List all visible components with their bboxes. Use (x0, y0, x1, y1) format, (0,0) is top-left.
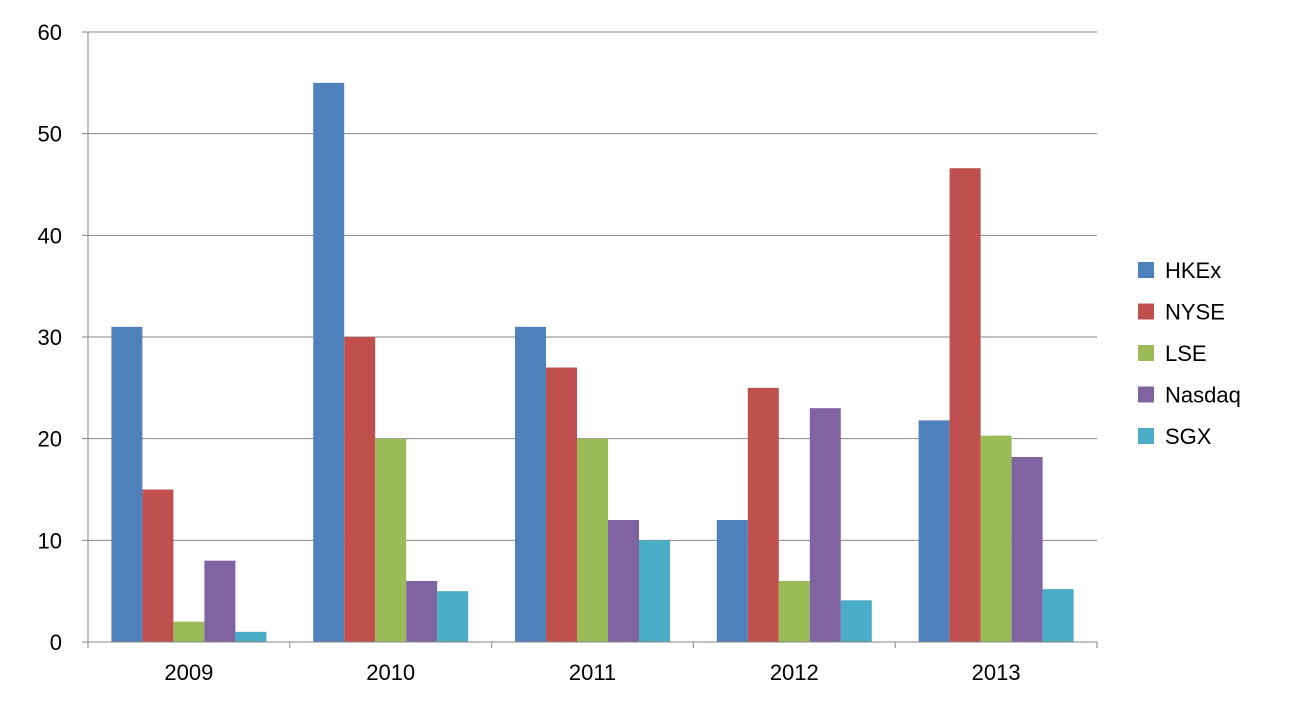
bar-nasdaq-2011 (608, 520, 639, 642)
bar-nasdaq-2012 (809, 408, 841, 642)
y-tick-label: 50 (38, 122, 62, 147)
bar-lse-2010 (375, 438, 407, 642)
legend-swatch-hkex (1138, 262, 1154, 278)
bar-hkex-2009 (111, 326, 143, 642)
y-tick-label: 10 (38, 528, 62, 553)
axes (82, 31, 1098, 648)
legend-swatch-nyse (1138, 303, 1154, 320)
y-axis-tick-labels: 0 10 20 30 40 50 60 (38, 20, 62, 655)
bars (111, 82, 1074, 643)
bar-hkex-2011 (515, 326, 546, 642)
x-tick-label: 2013 (972, 660, 1021, 685)
bar-nyse-2011 (546, 367, 577, 642)
legend-swatch-nasdaq (1138, 386, 1154, 403)
legend-swatch-sgx (1138, 428, 1154, 444)
bar-lse-2013 (980, 435, 1012, 642)
bar-hkex-2013 (918, 420, 950, 642)
bar-nasdaq-2010 (406, 581, 438, 642)
y-tick-label: 0 (50, 630, 62, 655)
legend-label-sgx: SGX (1165, 424, 1212, 449)
bar-sgx-2009 (235, 631, 267, 642)
legend-label-nasdaq: Nasdaq (1165, 383, 1241, 408)
bar-hkex-2010 (313, 82, 345, 643)
legend: HKEx NYSE LSE Nasdaq SGX (1138, 258, 1241, 449)
legend-swatch-lse (1138, 345, 1154, 361)
x-tick-label: 2012 (770, 660, 819, 685)
bar-sgx-2010 (437, 591, 469, 642)
x-tick-label: 2011 (569, 660, 616, 685)
bar-nyse-2012 (747, 387, 779, 642)
y-tick-label: 30 (38, 325, 62, 350)
legend-label-hkex: HKEx (1165, 258, 1221, 283)
bar-lse-2009 (173, 621, 205, 642)
bar-sgx-2012 (840, 600, 872, 642)
bar-nasdaq-2009 (204, 560, 236, 642)
bar-lse-2012 (778, 581, 810, 642)
y-tick-label: 60 (38, 20, 62, 45)
bar-nyse-2009 (142, 489, 174, 642)
bar-nyse-2010 (344, 337, 376, 642)
x-tick-label: 2010 (366, 660, 415, 685)
y-tick-label: 40 (38, 223, 62, 248)
bar-lse-2011 (577, 438, 608, 642)
x-axis-tick-labels: 2009 2010 2011 2012 2013 (164, 660, 1020, 685)
x-tick-label: 2009 (164, 660, 213, 685)
bar-nyse-2013 (949, 168, 981, 642)
legend-label-lse: LSE (1165, 341, 1207, 366)
bar-nasdaq-2013 (1011, 456, 1043, 642)
bar-sgx-2013 (1042, 589, 1074, 642)
legend-label-nyse: NYSE (1165, 300, 1225, 325)
y-tick-label: 20 (38, 427, 62, 452)
bar-hkex-2012 (716, 520, 748, 642)
bar-sgx-2011 (639, 540, 670, 642)
